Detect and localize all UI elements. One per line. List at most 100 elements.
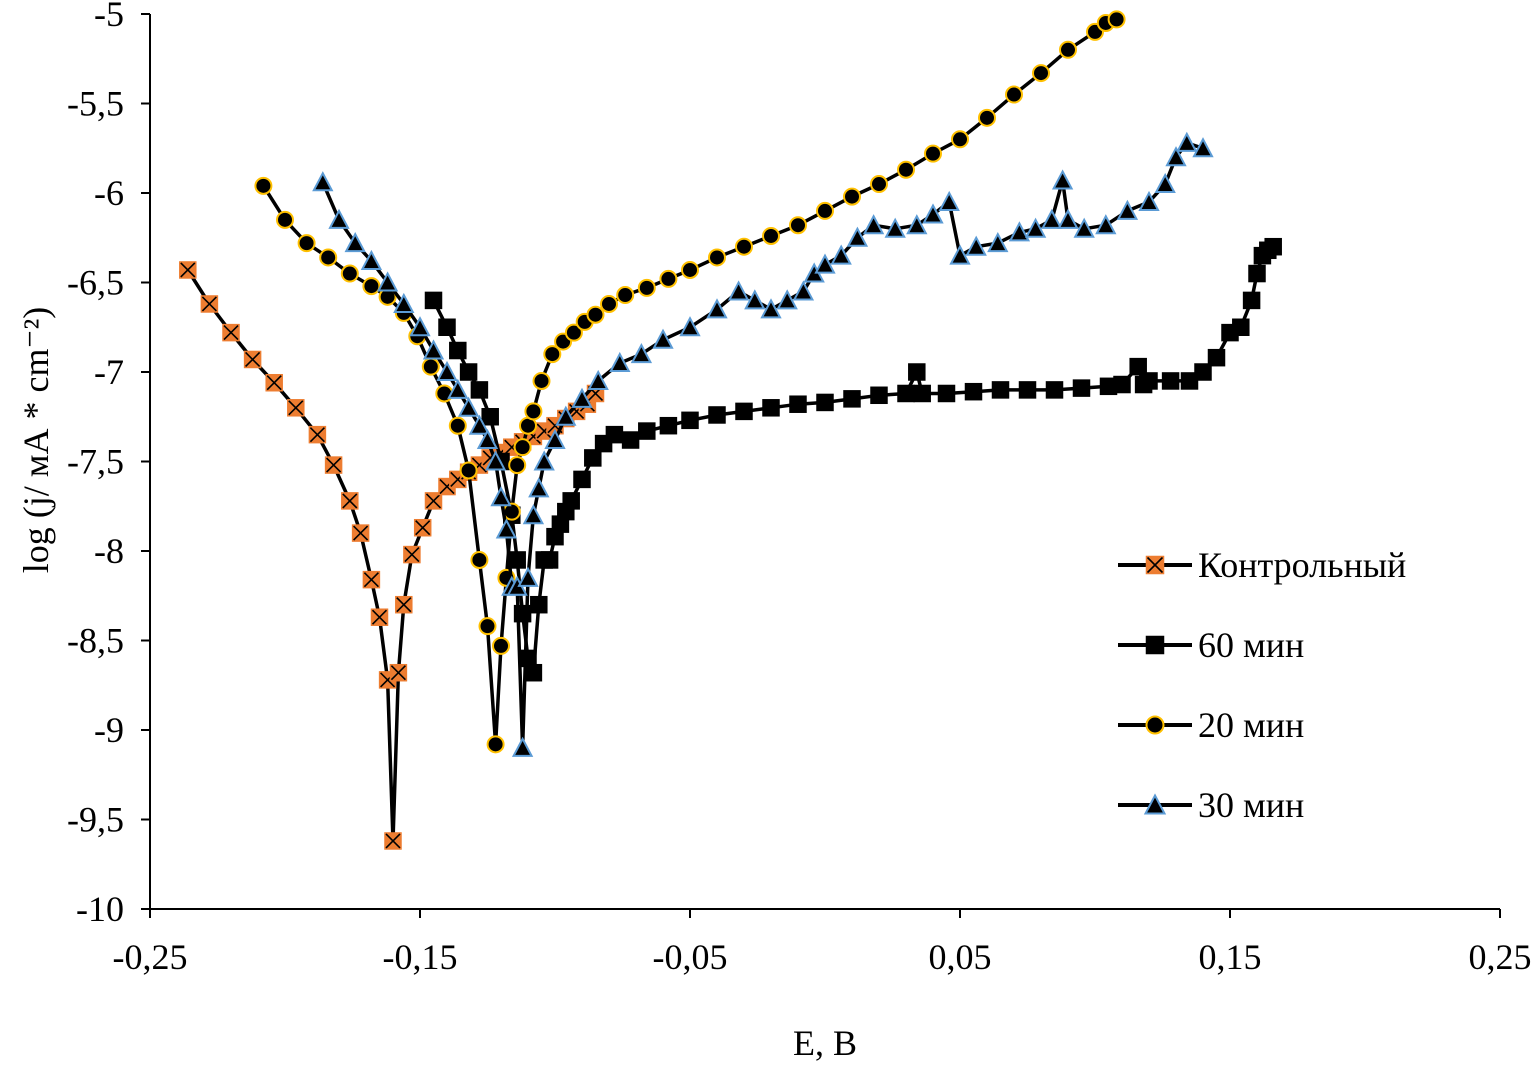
data-point	[600, 294, 618, 313]
data-point	[555, 405, 577, 426]
data-point	[1005, 85, 1023, 104]
data-point	[424, 492, 443, 510]
data-point	[906, 214, 928, 235]
data-point	[447, 378, 469, 399]
data-point	[312, 171, 334, 192]
data-point	[287, 399, 305, 417]
data-point	[395, 595, 413, 614]
series-layer	[179, 10, 1282, 850]
data-point	[297, 234, 316, 253]
data-point	[490, 486, 512, 507]
data-point	[605, 425, 624, 444]
y-tick-label: -5	[94, 0, 124, 34]
legend: Контрольный 60 мин 20 мин 30 мин	[1118, 545, 1406, 825]
data-point	[1073, 217, 1095, 238]
data-point	[776, 289, 798, 310]
y-tick-label: -10	[76, 889, 124, 929]
data-point	[735, 237, 753, 256]
legend-marker	[1143, 793, 1167, 815]
series-4	[312, 131, 1214, 757]
data-point	[964, 382, 983, 401]
data-point	[254, 176, 273, 195]
data-point	[351, 524, 370, 542]
data-point	[1008, 221, 1031, 242]
data-point	[370, 608, 389, 626]
data-point	[1059, 40, 1077, 59]
data-point	[1116, 199, 1139, 220]
data-point	[1057, 208, 1079, 229]
y-tick-label: -6,5	[67, 263, 124, 303]
data-point	[543, 345, 562, 364]
legend-item: 30 мин	[1118, 785, 1304, 825]
x-tick-label: -0,15	[383, 937, 458, 977]
data-point	[424, 291, 443, 310]
data-point	[533, 450, 555, 471]
data-point	[1165, 146, 1187, 167]
data-point	[708, 248, 726, 267]
data-point	[571, 387, 593, 408]
data-point	[1138, 190, 1160, 211]
y-axis-title: log (j/ мА * cm⁻²)	[16, 307, 56, 574]
data-point	[1194, 363, 1212, 381]
x-tick-label: 0,15	[1199, 937, 1262, 977]
data-point	[951, 130, 969, 149]
data-point	[621, 431, 640, 449]
data-point	[659, 269, 678, 288]
data-point	[1248, 264, 1266, 283]
data-point	[1018, 381, 1037, 399]
data-point	[1140, 372, 1158, 390]
data-point	[1107, 10, 1126, 29]
data-point	[652, 328, 674, 349]
data-point	[708, 406, 726, 424]
data-point	[470, 550, 489, 569]
x-tick-label: -0,05	[653, 937, 728, 977]
data-point	[1072, 379, 1091, 397]
data-point	[573, 470, 591, 489]
data-point	[393, 292, 415, 313]
x-tick-label: 0,25	[1469, 937, 1532, 977]
data-point	[530, 595, 548, 614]
series-2	[424, 237, 1282, 682]
data-point	[897, 384, 915, 403]
data-point	[517, 566, 539, 587]
data-point	[637, 278, 656, 297]
data-point	[492, 636, 510, 655]
series-3	[254, 10, 1126, 754]
legend-item: 60 мин	[1118, 625, 1304, 665]
data-point	[468, 414, 491, 435]
legend-item: Контрольный	[1118, 545, 1406, 585]
data-point	[987, 231, 1009, 253]
data-point	[991, 381, 1010, 399]
data-point	[938, 190, 960, 211]
y-tick-label: -8,5	[67, 621, 124, 661]
data-point	[511, 736, 534, 757]
y-tick-label: -9,5	[67, 800, 124, 840]
data-point	[814, 253, 836, 274]
data-point	[179, 261, 197, 279]
data-point	[470, 381, 489, 399]
data-point	[360, 249, 383, 271]
data-point	[484, 450, 507, 471]
data-point	[586, 305, 605, 324]
data-point	[328, 208, 350, 229]
legend-marker	[1145, 635, 1165, 655]
data-point	[421, 357, 440, 376]
data-point	[478, 617, 497, 636]
legend-label: 30 мин	[1198, 785, 1304, 825]
data-point	[792, 280, 815, 301]
legend-label: Контрольный	[1198, 545, 1406, 585]
data-point	[438, 318, 456, 336]
data-point	[638, 422, 656, 440]
y-tick-label: -9	[94, 710, 124, 750]
data-point	[789, 216, 807, 235]
data-point	[616, 286, 635, 305]
data-point	[681, 260, 699, 279]
data-point	[830, 244, 852, 265]
data-point	[587, 369, 609, 390]
data-point	[735, 402, 753, 421]
data-point	[760, 298, 782, 319]
data-point	[528, 477, 550, 498]
data-point	[1129, 357, 1147, 376]
y-tick-label: -5,5	[67, 84, 124, 124]
